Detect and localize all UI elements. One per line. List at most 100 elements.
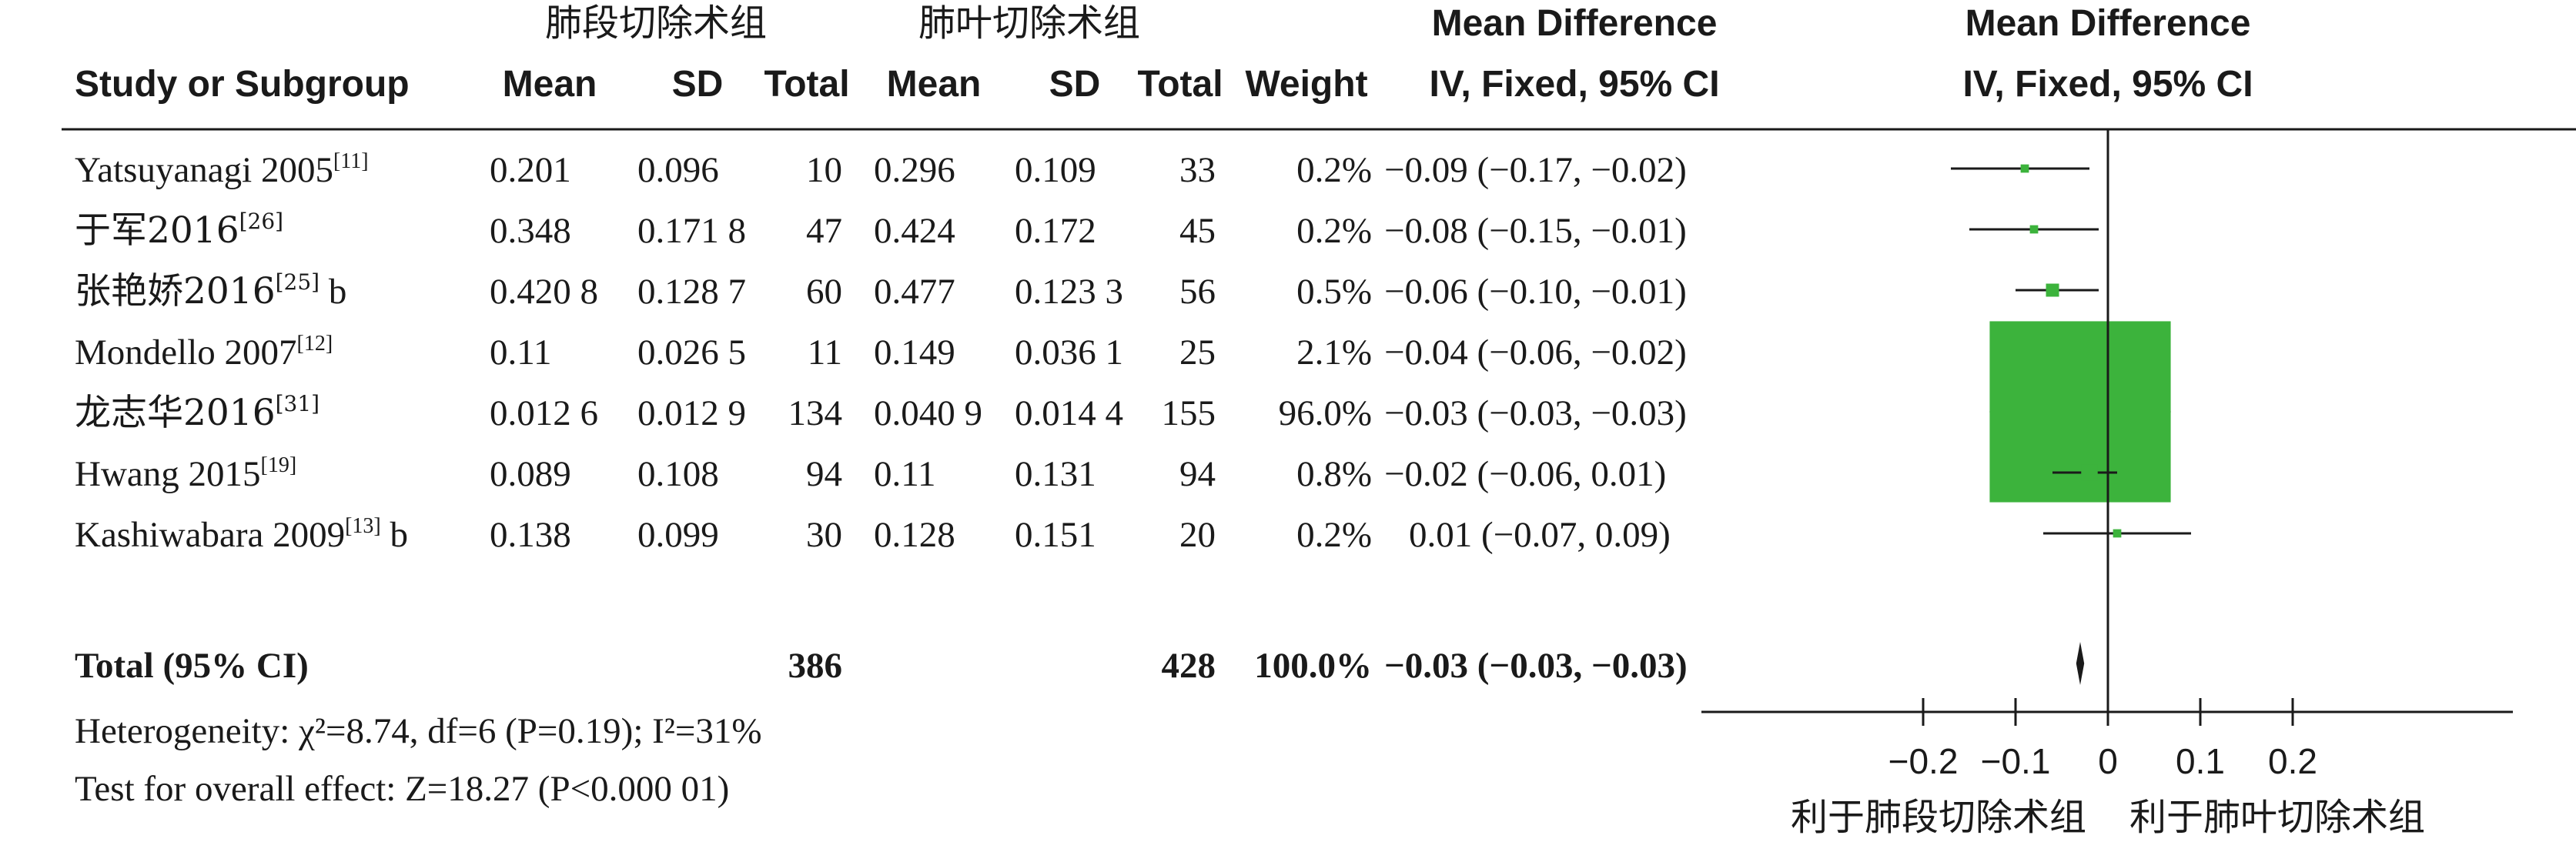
favors-left-label: 利于肺段切除术组 [1791, 796, 2086, 838]
group-header-control: 肺叶切除术组 [918, 2, 1140, 45]
study-c-total: 155 [1162, 393, 1216, 433]
study-ci: −0.09 (−0.17, −0.02) [1384, 150, 1687, 190]
study-marker [2029, 225, 2039, 234]
study-name: Mondello 2007[12] [75, 332, 333, 373]
study-c-mean: 0.128 [874, 515, 955, 555]
study-e-mean: 0.420 8 [490, 272, 598, 312]
col-header-e-total: Total [764, 64, 849, 105]
study-c-total: 33 [1179, 150, 1216, 190]
md-header-title: Mean Difference [1432, 3, 1718, 44]
study-weight: 2.1% [1296, 332, 1372, 373]
study-c-mean: 0.149 [874, 332, 955, 373]
study-marker [2081, 464, 2098, 481]
study-weight: 96.0% [1279, 393, 1372, 433]
study-e-sd: 0.128 7 [637, 272, 746, 312]
study-ci: −0.08 (−0.15, −0.01) [1384, 211, 1687, 251]
study-c-sd: 0.109 [1015, 150, 1096, 190]
study-c-sd: 0.131 [1015, 454, 1096, 494]
study-weight: 0.5% [1296, 272, 1372, 312]
study-e-total: 94 [806, 454, 842, 494]
study-c-mean: 0.424 [874, 211, 955, 251]
study-c-mean: 0.040 9 [874, 393, 982, 433]
col-header-e-mean: Mean [503, 64, 597, 105]
study-weight: 0.2% [1296, 211, 1372, 251]
group-header-experimental: 肺段切除术组 [545, 2, 767, 45]
study-ci: 0.01 (−0.07, 0.09) [1409, 515, 1671, 555]
study-name: 于军2016[26] [75, 209, 283, 252]
study-c-total: 25 [1179, 332, 1216, 373]
col-header-c-total: Total [1137, 64, 1223, 105]
study-c-total: 56 [1179, 272, 1216, 312]
col-header-study: Study or Subgroup [75, 64, 410, 105]
study-e-total: 134 [788, 393, 843, 433]
total-ci: −0.03 (−0.03, −0.03) [1384, 646, 1688, 686]
study-e-total: 11 [808, 332, 842, 373]
study-name: 张艳娇2016[25] b [75, 269, 346, 312]
forest-plot-area: −0.2 −0.1 0 0.1 0.2 利于肺段切除术组 利于肺叶切除术组 [1701, 129, 2513, 839]
study-ci: −0.06 (−0.10, −0.01) [1384, 272, 1687, 312]
study-e-sd: 0.171 8 [637, 211, 746, 251]
study-ci: −0.03 (−0.03, −0.03) [1384, 393, 1687, 433]
study-name: Kashiwabara 2009[13] b [75, 514, 408, 555]
study-e-sd: 0.012 9 [637, 393, 746, 433]
study-e-sd: 0.026 5 [637, 332, 746, 373]
total-weight: 100.0% [1254, 646, 1372, 686]
heterogeneity-text: Heterogeneity: χ²=8.74, df=6 (P=0.19); I… [75, 711, 762, 751]
study-rows: Yatsuyanagi 2005[11] 0.201 0.096 10 0.296 0.1… [75, 149, 1687, 555]
col-header-md-method: IV, Fixed, 95% CI [1429, 64, 1719, 105]
study-c-total: 94 [1179, 454, 1216, 494]
study-c-sd: 0.172 [1015, 211, 1096, 251]
study-name: Hwang 2015[19] [75, 453, 296, 494]
study-c-sd: 0.151 [1015, 515, 1096, 555]
study-e-mean: 0.089 [490, 454, 571, 494]
study-e-mean: 0.138 [490, 515, 571, 555]
study-c-total: 20 [1179, 515, 1216, 555]
summary-diamond [2076, 642, 2085, 685]
study-marker [2020, 164, 2029, 173]
study-weight: 0.2% [1296, 150, 1372, 190]
study-e-sd: 0.108 [637, 454, 719, 494]
favors-right-label: 利于肺叶切除术组 [2129, 796, 2425, 838]
study-c-mean: 0.11 [874, 454, 936, 494]
study-e-mean: 0.201 [490, 150, 571, 190]
study-e-total: 47 [806, 211, 842, 251]
study-e-total: 60 [806, 272, 842, 312]
col-header-plot-method: IV, Fixed, 95% CI [1962, 64, 2253, 105]
study-marker [1989, 321, 2171, 503]
plot-header-title: Mean Difference [1965, 3, 2251, 44]
study-c-mean: 0.477 [874, 272, 955, 312]
study-marker [2046, 283, 2059, 297]
study-marker [2113, 529, 2122, 538]
study-e-sd: 0.096 [637, 150, 719, 190]
study-e-sd: 0.099 [637, 515, 719, 555]
col-header-c-mean: Mean [887, 64, 982, 105]
overall-effect-text: Test for overall effect: Z=18.27 (P<0.00… [75, 769, 729, 809]
study-c-sd: 0.014 4 [1015, 393, 1123, 433]
study-e-mean: 0.012 6 [490, 393, 598, 433]
total-c-total: 428 [1162, 646, 1216, 686]
study-name: Yatsuyanagi 2005[11] [75, 149, 369, 190]
x-tick-label: −0.1 [1981, 741, 2051, 781]
study-e-total: 30 [806, 515, 842, 555]
study-ci: −0.02 (−0.06, 0.01) [1384, 454, 1666, 494]
x-tick-label: 0 [2098, 741, 2118, 781]
col-header-e-sd: SD [672, 64, 724, 105]
study-weight: 0.8% [1296, 454, 1372, 494]
col-header-weight: Weight [1245, 64, 1367, 105]
study-e-mean: 0.11 [490, 332, 552, 373]
study-ci: −0.04 (−0.06, −0.02) [1384, 332, 1687, 373]
study-name: 龙志华2016[31] [75, 391, 319, 434]
study-c-total: 45 [1179, 211, 1216, 251]
study-c-mean: 0.296 [874, 150, 955, 190]
x-tick-label: 0.2 [2268, 741, 2317, 781]
x-tick-label: −0.2 [1889, 741, 1959, 781]
study-e-total: 10 [806, 150, 842, 190]
total-label: Total (95% CI) [75, 646, 309, 686]
study-weight: 0.2% [1296, 515, 1372, 555]
study-e-mean: 0.348 [490, 211, 571, 251]
col-header-c-sd: SD [1049, 64, 1101, 105]
total-e-total: 386 [788, 646, 843, 686]
x-tick-label: 0.1 [2176, 741, 2225, 781]
